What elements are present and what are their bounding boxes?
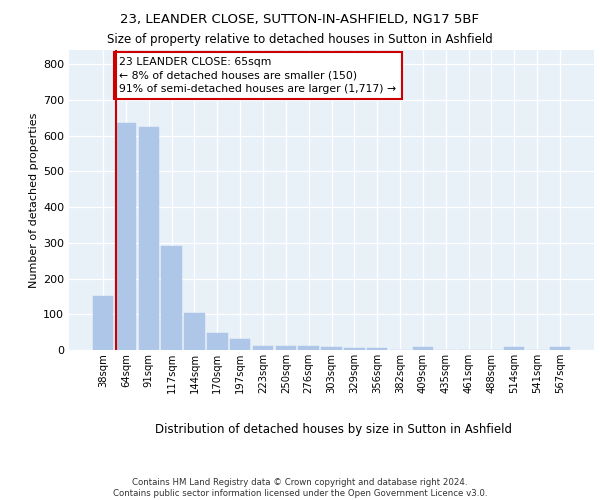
- Bar: [93, 296, 113, 350]
- Bar: [321, 347, 342, 350]
- Bar: [139, 127, 159, 350]
- Bar: [207, 333, 227, 350]
- Bar: [298, 346, 319, 350]
- Bar: [550, 347, 570, 350]
- Text: Distribution of detached houses by size in Sutton in Ashfield: Distribution of detached houses by size …: [155, 422, 512, 436]
- Bar: [184, 312, 205, 350]
- Bar: [504, 347, 524, 350]
- Text: 23, LEANDER CLOSE, SUTTON-IN-ASHFIELD, NG17 5BF: 23, LEANDER CLOSE, SUTTON-IN-ASHFIELD, N…: [121, 12, 479, 26]
- Bar: [230, 340, 250, 350]
- Bar: [413, 347, 433, 350]
- Text: Size of property relative to detached houses in Sutton in Ashfield: Size of property relative to detached ho…: [107, 32, 493, 46]
- Y-axis label: Number of detached properties: Number of detached properties: [29, 112, 39, 288]
- Bar: [367, 348, 388, 350]
- Bar: [161, 246, 182, 350]
- Text: 23 LEANDER CLOSE: 65sqm
← 8% of detached houses are smaller (150)
91% of semi-de: 23 LEANDER CLOSE: 65sqm ← 8% of detached…: [119, 57, 396, 94]
- Text: Contains HM Land Registry data © Crown copyright and database right 2024.
Contai: Contains HM Land Registry data © Crown c…: [113, 478, 487, 498]
- Bar: [344, 348, 365, 350]
- Bar: [253, 346, 273, 350]
- Bar: [275, 346, 296, 350]
- Bar: [116, 123, 136, 350]
